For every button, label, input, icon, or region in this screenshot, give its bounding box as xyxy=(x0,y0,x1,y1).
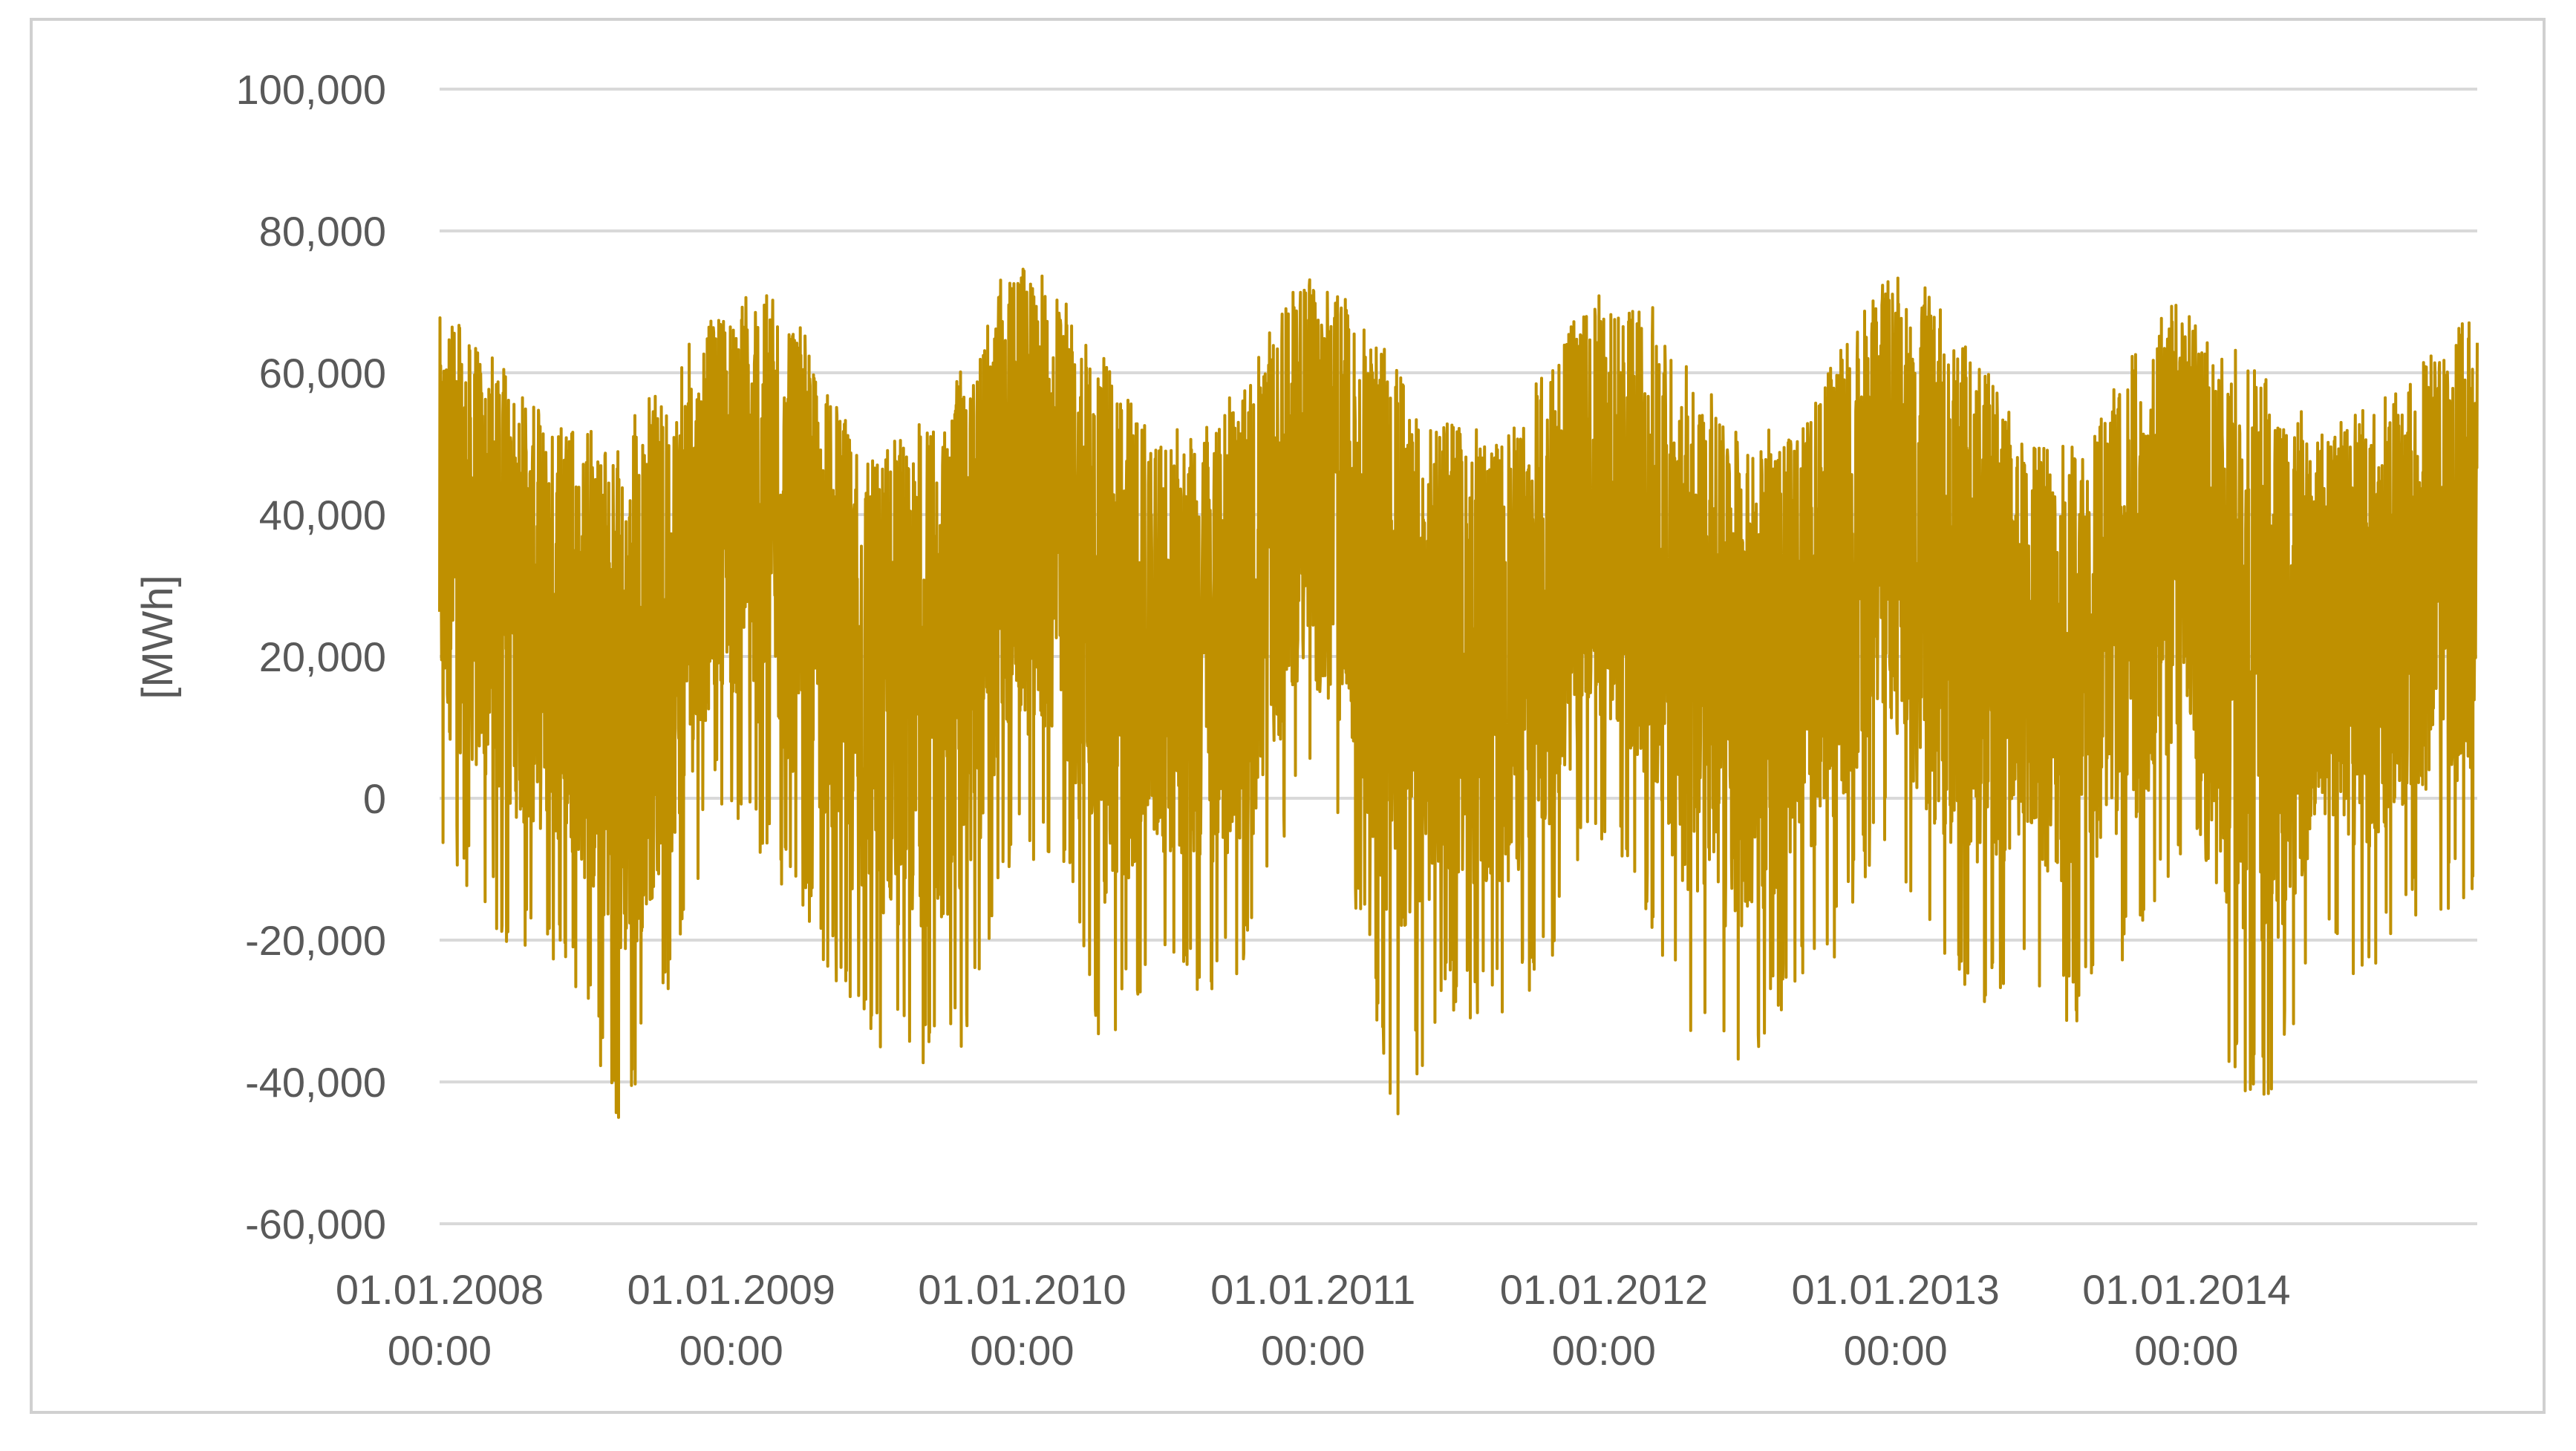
y-axis-ticks: -60,000 -40,000 -20,000 0 20,000 40,000 60,000… xyxy=(236,66,386,1248)
y-tick-label: 40,000 xyxy=(259,492,386,538)
x-tick-label-date: 01.01.2008 xyxy=(336,1266,544,1313)
y-tick-label: 20,000 xyxy=(259,633,386,680)
y-tick-label: 60,000 xyxy=(259,350,386,397)
x-tick-label-date: 01.01.2013 xyxy=(1792,1266,2000,1313)
x-tick-label-time: 00:00 xyxy=(1261,1327,1365,1374)
x-tick-label-time: 00:00 xyxy=(2134,1327,2238,1374)
y-tick-label: 100,000 xyxy=(236,66,386,113)
series-line xyxy=(438,267,2479,1119)
x-tick-label-time: 00:00 xyxy=(1844,1327,1948,1374)
x-axis-ticks: 01.01.2008 00:00 01.01.2009 00:00 01.01.2010… xyxy=(336,1266,2291,1374)
x-tick-label-time: 00:00 xyxy=(679,1327,783,1374)
y-tick-label: -60,000 xyxy=(245,1201,386,1248)
y-axis-title: [MWh] xyxy=(134,575,182,700)
x-tick-label-time: 00:00 xyxy=(388,1327,492,1374)
series-0 xyxy=(438,267,2479,1119)
x-tick-label-date: 01.01.2009 xyxy=(627,1266,835,1313)
x-tick-label-date: 01.01.2011 xyxy=(1210,1266,1415,1313)
x-tick-label-time: 00:00 xyxy=(970,1327,1074,1374)
x-tick-label-time: 00:00 xyxy=(1552,1327,1656,1374)
x-tick-label-date: 01.01.2012 xyxy=(1500,1266,1708,1313)
y-tick-label: -40,000 xyxy=(245,1059,386,1106)
y-tick-label: -20,000 xyxy=(245,917,386,964)
x-tick-label-date: 01.01.2014 xyxy=(2082,1266,2290,1313)
y-tick-label: 0 xyxy=(363,775,386,822)
y-tick-label: 80,000 xyxy=(259,208,386,255)
x-tick-label-date: 01.01.2010 xyxy=(918,1266,1126,1313)
